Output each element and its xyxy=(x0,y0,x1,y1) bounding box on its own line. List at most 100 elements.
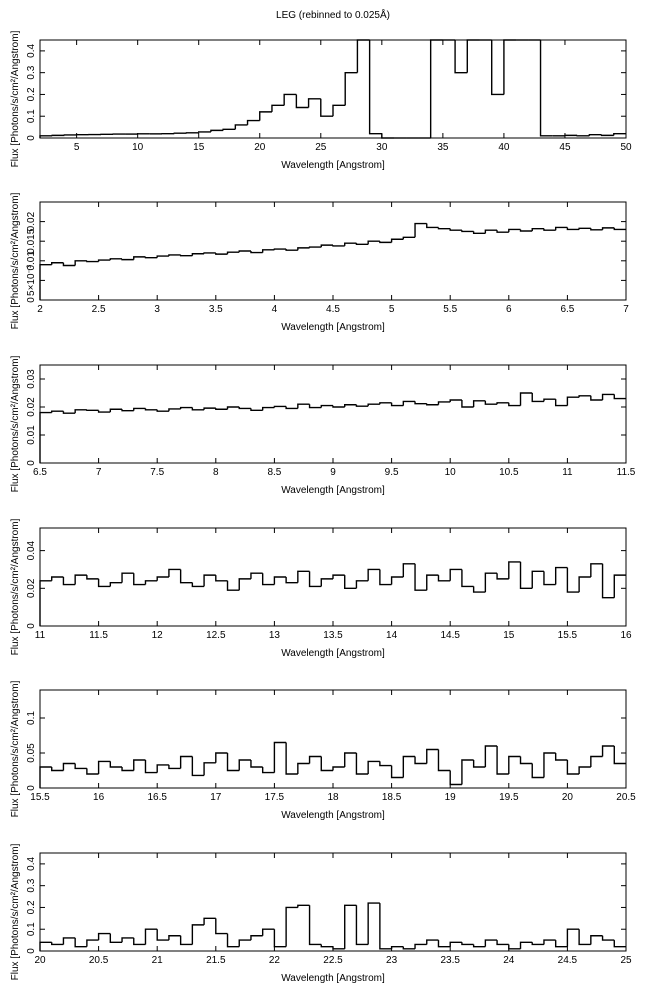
spectrum-bin xyxy=(521,393,533,406)
spectrum-bin xyxy=(286,406,298,408)
x-tick-label: 16 xyxy=(93,792,105,803)
spectrum-bin xyxy=(567,929,579,946)
spectrum-bin xyxy=(228,581,240,590)
y-tick-label: 0.3 xyxy=(26,65,37,79)
y-tick-label: 0 xyxy=(26,948,37,954)
spectrum-bin xyxy=(63,938,75,945)
y-tick-label: 0.02 xyxy=(26,397,37,417)
spectrum-bin xyxy=(356,405,368,406)
spectrum-bin xyxy=(370,40,382,134)
spectrum-bin xyxy=(134,573,146,584)
spectrum-bin xyxy=(485,746,497,767)
spectrum-bin xyxy=(603,564,615,598)
spectrum-bin xyxy=(415,401,427,403)
spectrum-bin xyxy=(99,410,111,412)
x-tick-label: 25 xyxy=(315,142,327,153)
spectrum-bin xyxy=(614,746,626,764)
spectrum-bin xyxy=(485,401,497,404)
spectrum-bin xyxy=(438,575,450,581)
spectrum-bin xyxy=(368,761,380,774)
spectrum-bin xyxy=(614,940,626,947)
y-tick-label: 0.1 xyxy=(26,109,37,123)
spectrum-bin xyxy=(427,224,439,228)
x-tick-label: 18 xyxy=(327,792,339,803)
spectrum-bin xyxy=(392,239,404,242)
spectrum-bin xyxy=(380,569,392,584)
spectrum-bin xyxy=(75,410,87,413)
x-tick-label: 17.5 xyxy=(265,792,285,803)
spectrum-bin xyxy=(63,263,75,266)
spectrum-bin xyxy=(110,761,122,767)
spectrum-bin xyxy=(286,577,298,583)
x-tick-label: 15.5 xyxy=(30,792,50,803)
spectrum-bin xyxy=(567,760,579,774)
spectrum-bin xyxy=(321,406,333,408)
spectrum-bin xyxy=(415,944,427,948)
spectrum-bin xyxy=(99,761,111,774)
spectrum-bin xyxy=(415,757,427,764)
spectrum-bin xyxy=(52,263,64,265)
spectrum-bin xyxy=(556,399,568,405)
spectrum-bin xyxy=(274,929,286,946)
spectrum-bin xyxy=(345,73,357,106)
spectrum-bin xyxy=(614,575,626,598)
spectrum-bin xyxy=(157,410,169,411)
spectrum-bin xyxy=(321,99,333,116)
spectrum-bin xyxy=(298,571,310,582)
spectrum-bin xyxy=(192,925,204,945)
spectrum-bin xyxy=(228,934,240,947)
y-tick-label: 0.2 xyxy=(26,900,37,914)
spectrum-bin xyxy=(345,753,357,767)
spectrum-bin xyxy=(614,228,626,230)
spectrum-bin xyxy=(263,408,275,411)
spectrum-bin xyxy=(122,573,134,582)
x-tick-label: 10 xyxy=(132,142,144,153)
x-tick-label: 4.5 xyxy=(326,304,340,315)
spectrum-bin xyxy=(591,228,603,230)
spectrum-bin xyxy=(204,763,216,776)
y-tick-label: 0.02 xyxy=(26,211,37,231)
spectrum-bin xyxy=(345,243,357,246)
spectrum-bin xyxy=(157,765,169,773)
spectrum-bin xyxy=(122,938,134,942)
spectrum-bin xyxy=(455,40,467,73)
spectrum-bin xyxy=(509,757,521,775)
x-tick-label: 16 xyxy=(620,630,632,641)
chart-title: LEG (rebinned to 0.025Å) xyxy=(276,8,390,21)
plot-frame xyxy=(40,40,626,138)
spectrum-bin xyxy=(263,250,275,253)
spectrum-bin xyxy=(251,408,263,410)
x-tick-label: 8 xyxy=(213,467,219,478)
spectrum-bin xyxy=(614,394,626,398)
spectrum-bin xyxy=(216,253,228,254)
spectrum-bin xyxy=(474,401,486,407)
x-tick-label: 11 xyxy=(562,467,573,478)
y-tick-label: 0.3 xyxy=(26,878,37,892)
spectrum-bin xyxy=(75,575,87,584)
spectrum-bin xyxy=(251,251,263,253)
spectrum-bin xyxy=(40,767,52,788)
spectrum-bin xyxy=(544,229,556,231)
spectrum-bin xyxy=(357,40,369,73)
y-axis-label: Flux [Photons/s/cm²/Angstrom] xyxy=(10,30,21,167)
spectrum-bin xyxy=(310,757,322,764)
y-axis-label: Flux [Photons/s/cm²/Angstrom] xyxy=(10,355,21,492)
spectrum-bin xyxy=(260,112,272,121)
x-tick-label: 10.5 xyxy=(499,467,519,478)
x-tick-label: 23 xyxy=(386,955,398,966)
spectrum-bin xyxy=(492,40,504,94)
plot-frame xyxy=(40,853,626,951)
spectrum-bin xyxy=(333,767,345,771)
x-tick-label: 5.5 xyxy=(443,304,457,315)
spectrum-bin xyxy=(204,575,216,586)
x-tick-label: 20.5 xyxy=(89,955,109,966)
spectrum-bin xyxy=(216,753,228,763)
spectrum-bin xyxy=(462,760,474,785)
spectrum-bin xyxy=(199,132,211,133)
spectrum-bin xyxy=(204,918,216,925)
x-tick-label: 13 xyxy=(269,630,281,641)
spectrum-bin xyxy=(544,399,556,401)
spectrum-bin xyxy=(192,254,204,256)
x-tick-label: 11.5 xyxy=(617,467,636,478)
x-tick-label: 21.5 xyxy=(206,955,226,966)
